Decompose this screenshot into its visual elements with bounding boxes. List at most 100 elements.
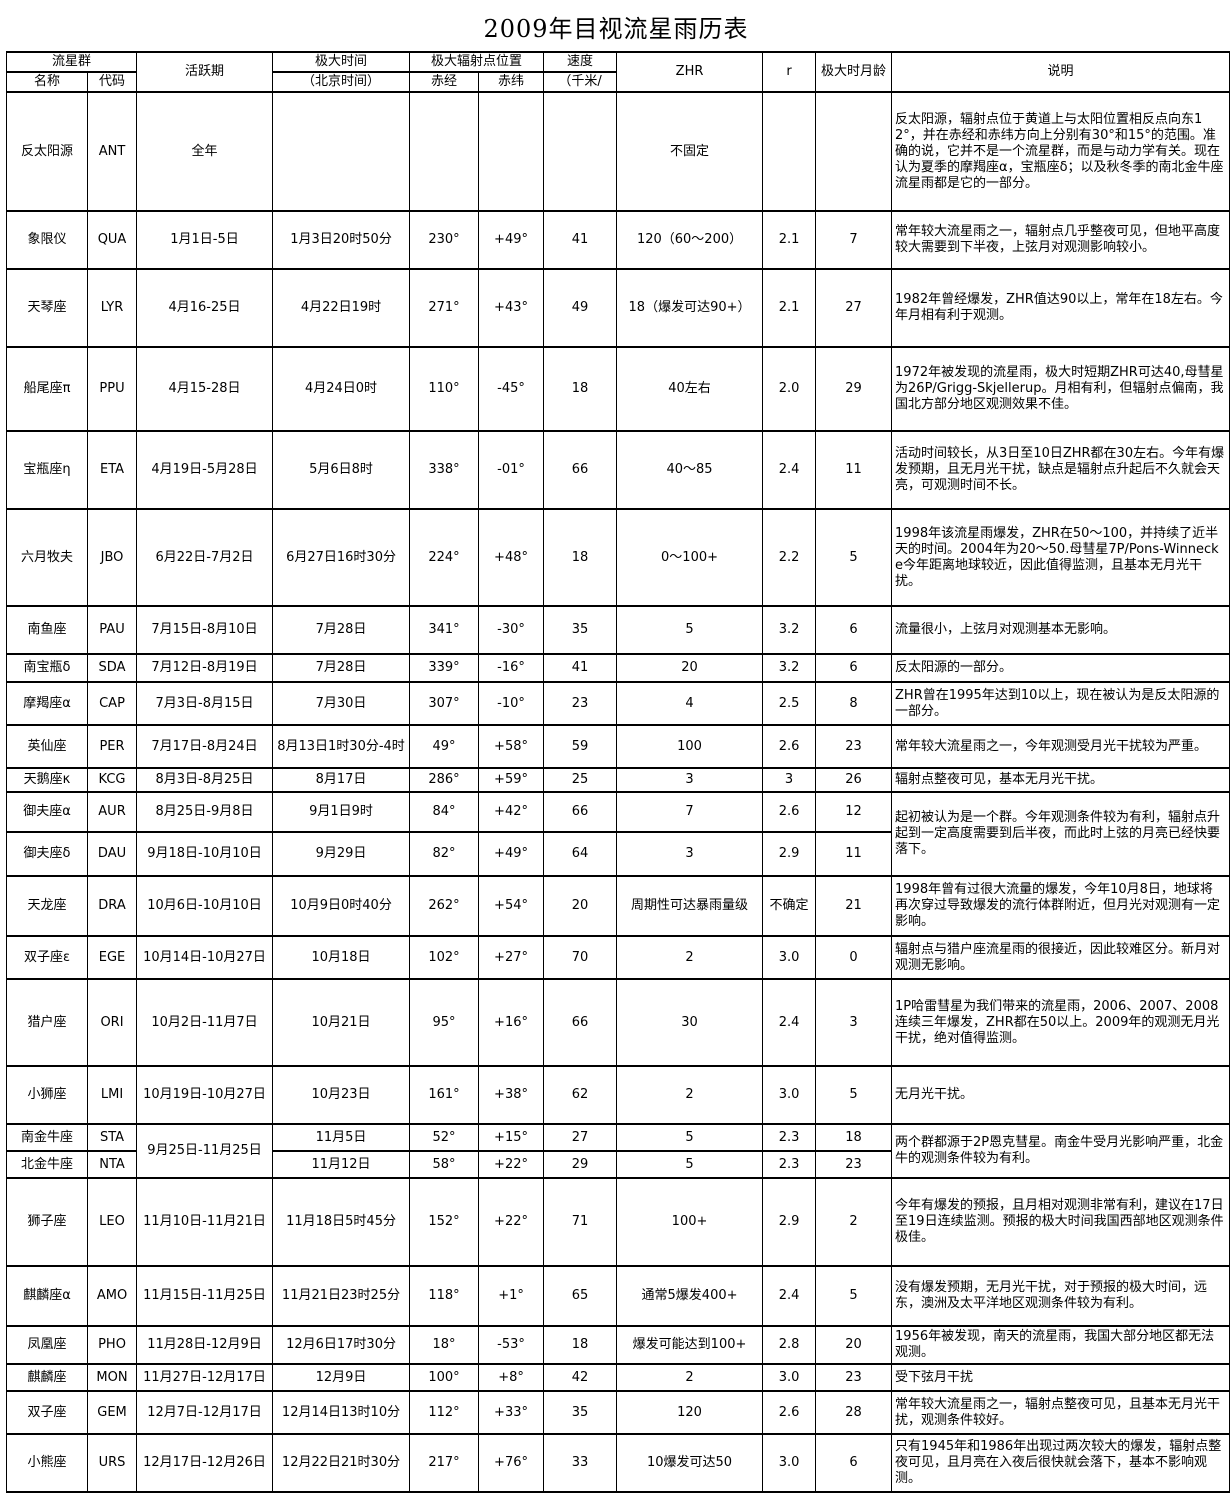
cell-speed: 42 — [543, 1363, 618, 1392]
header-radiant-position: 极大辐射点位置 — [409, 51, 545, 73]
table-row: 象限仪 QUA 1月1日-5日 1月3日20时50分 230° +49° 41 120（60～… — [6, 210, 1231, 270]
cell-code: PAU — [86, 605, 138, 655]
cell-r: 2.4 — [762, 1265, 817, 1327]
cell-ra: 100° — [409, 1363, 480, 1392]
cell-desc: 反太阳源的一部分。 — [891, 653, 1231, 683]
header-zhr: ZHR — [616, 51, 764, 93]
cell-speed: 66 — [543, 430, 618, 510]
cell-desc: 无月光干扰。 — [891, 1065, 1231, 1125]
cell-ra: 338° — [409, 430, 480, 510]
cell-name: 小狮座 — [6, 1065, 88, 1125]
cell-name: 双子座 — [6, 1390, 88, 1435]
cell-speed: 41 — [543, 210, 618, 270]
cell-zhr: 30 — [616, 978, 764, 1067]
cell-active: 11月10日-11月21日 — [136, 1177, 274, 1267]
cell-active: 11月28日-12月9日 — [136, 1325, 274, 1365]
cell-speed: 41 — [543, 653, 618, 683]
cell-moon_age: 6 — [815, 1433, 893, 1493]
cell-dec: -16° — [478, 653, 545, 683]
cell-ra: 118° — [409, 1265, 480, 1327]
cell-active: 9月18日-10月10日 — [136, 831, 274, 877]
table-body: 反太阳源 ANT 全年 不固定 反太阳源，辐射点位于黄道上与太阳位置相反点向东12°，并… — [6, 91, 1231, 1493]
cell-zhr: 18（爆发可达90+） — [616, 268, 764, 348]
table-row: 北金牛座 NTA 11月12日 58° +22° 29 5 2.3 23 — [6, 1150, 1230, 1179]
cell-r: 2.6 — [762, 791, 817, 833]
cell-speed: 33 — [543, 1433, 618, 1493]
cell-code: PPU — [86, 346, 138, 432]
cell-moon_age: 3 — [815, 978, 893, 1067]
cell-code: LYR — [86, 268, 138, 348]
header-max-time-beijing: （北京时间） — [272, 71, 411, 93]
cell-zhr: 120（60～200） — [616, 210, 764, 270]
cell-r: 2.5 — [762, 681, 817, 726]
header-active-period: 活跃期 — [136, 51, 274, 93]
cell-dec: +49° — [478, 210, 545, 270]
cell-dec: +27° — [478, 935, 545, 980]
cell-ra: 58° — [409, 1150, 480, 1179]
cell-code: MON — [86, 1363, 138, 1392]
cell-speed: 18 — [543, 1325, 618, 1365]
cell-r: 3.2 — [762, 653, 817, 683]
cell-r: 2.4 — [762, 978, 817, 1067]
cell-speed: 18 — [543, 508, 618, 607]
cell-zhr: 通常5爆发400+ — [616, 1265, 764, 1327]
header-speed: 速度 — [543, 51, 618, 73]
cell-moon_age: 11 — [815, 430, 893, 510]
cell-desc: 活动时间较长，从3日至10日ZHR都在30左右。今年有爆发预期，且无月光干扰，缺… — [891, 430, 1231, 510]
cell-dec: +8° — [478, 1363, 545, 1392]
cell-name: 象限仪 — [6, 210, 88, 270]
header-code: 代码 — [86, 71, 138, 93]
cell-max_time: 8月17日 — [272, 767, 411, 793]
cell-code: CAP — [86, 681, 138, 726]
cell-zhr: 爆发可能达到100+ — [616, 1325, 764, 1365]
cell-desc: 辐射点与猎户座流星雨的很接近，因此较难区分。新月对观测无影响。 — [891, 935, 1231, 980]
cell-max_time: 4月22日19时 — [272, 268, 411, 348]
cell-max_time: 10月23日 — [272, 1065, 411, 1125]
cell-speed: 71 — [543, 1177, 618, 1267]
cell-dec: +76° — [478, 1433, 545, 1493]
cell-max_time: 8月13日1时30分-4时 — [272, 724, 411, 769]
table-row: 小狮座 LMI 10月19日-10月27日 10月23日 161° +38° 62 2 3.0 5… — [6, 1065, 1231, 1125]
cell-speed: 35 — [543, 605, 618, 655]
cell-moon_age: 5 — [815, 1065, 893, 1125]
cell-desc: 今年有爆发的预报，且月相对观测非常有利，建议在17日至19日连续监测。预报的极大… — [891, 1177, 1231, 1267]
cell-moon_age: 23 — [815, 724, 893, 769]
table-row: 反太阳源 ANT 全年 不固定 反太阳源，辐射点位于黄道上与太阳位置相反点向东12°，并… — [6, 91, 1231, 212]
cell-name: 北金牛座 — [6, 1150, 88, 1179]
cell-r: 2.3 — [762, 1150, 817, 1179]
cell-desc: 1956年被发现，南天的流星雨，我国大部分地区都无法观测。 — [891, 1325, 1231, 1365]
cell-zhr: 0～100+ — [616, 508, 764, 607]
cell-active: 4月16-25日 — [136, 268, 274, 348]
cell-desc: 常年较大流星雨之一，今年观测受月光干扰较为严重。 — [891, 724, 1231, 769]
cell-desc: 1998年曾有过很大流量的爆发，今年10月8日，地球将再次穿过导致爆发的流行体群… — [891, 875, 1231, 937]
header-row-2: 名称 代码 （北京时间） 赤经 赤纬 （千米/ — [6, 71, 1230, 93]
cell-r: 3.0 — [762, 935, 817, 980]
cell-speed: 23 — [543, 681, 618, 726]
cell-ra: 217° — [409, 1433, 480, 1493]
cell-moon_age — [815, 91, 893, 212]
cell-moon_age: 2 — [815, 1177, 893, 1267]
cell-moon_age: 27 — [815, 268, 893, 348]
cell-name: 英仙座 — [6, 724, 88, 769]
cell-name: 御夫座δ — [6, 831, 88, 877]
cell-code: DRA — [86, 875, 138, 937]
cell-active: 7月15日-8月10日 — [136, 605, 274, 655]
cell-speed: 66 — [543, 978, 618, 1067]
cell-speed: 35 — [543, 1390, 618, 1435]
cell-ra: 339° — [409, 653, 480, 683]
cell-active: 8月25日-9月8日 — [136, 791, 274, 833]
cell-dec: +58° — [478, 724, 545, 769]
cell-r — [762, 91, 817, 212]
header-notes: 说明 — [891, 51, 1231, 93]
cell-zhr: 20 — [616, 653, 764, 683]
cell-active: 12月7日-12月17日 — [136, 1390, 274, 1435]
cell-active: 10月2日-11月7日 — [136, 978, 274, 1067]
cell-name: 御夫座α — [6, 791, 88, 833]
cell-speed: 18 — [543, 346, 618, 432]
cell-code: LMI — [86, 1065, 138, 1125]
cell-dec: -01° — [478, 430, 545, 510]
cell-code: QUA — [86, 210, 138, 270]
cell-desc: 没有爆发预期，无月光干扰，对于预报的极大时间，远东，澳洲及太平洋地区观测条件较为… — [891, 1265, 1231, 1327]
cell-moon_age: 29 — [815, 346, 893, 432]
header-r: r — [762, 51, 817, 93]
